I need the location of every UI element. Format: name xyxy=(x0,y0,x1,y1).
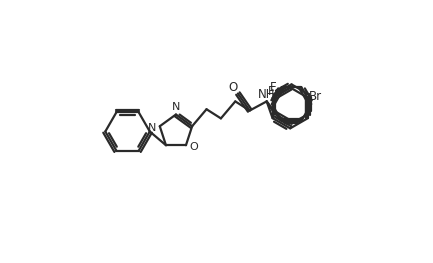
Text: O: O xyxy=(189,142,197,152)
Text: N: N xyxy=(148,123,157,133)
Text: O: O xyxy=(228,81,237,94)
Text: F: F xyxy=(268,85,275,98)
Text: F: F xyxy=(270,81,277,94)
Text: N: N xyxy=(172,102,181,112)
Text: NH: NH xyxy=(258,88,275,101)
Text: Br: Br xyxy=(309,90,322,103)
